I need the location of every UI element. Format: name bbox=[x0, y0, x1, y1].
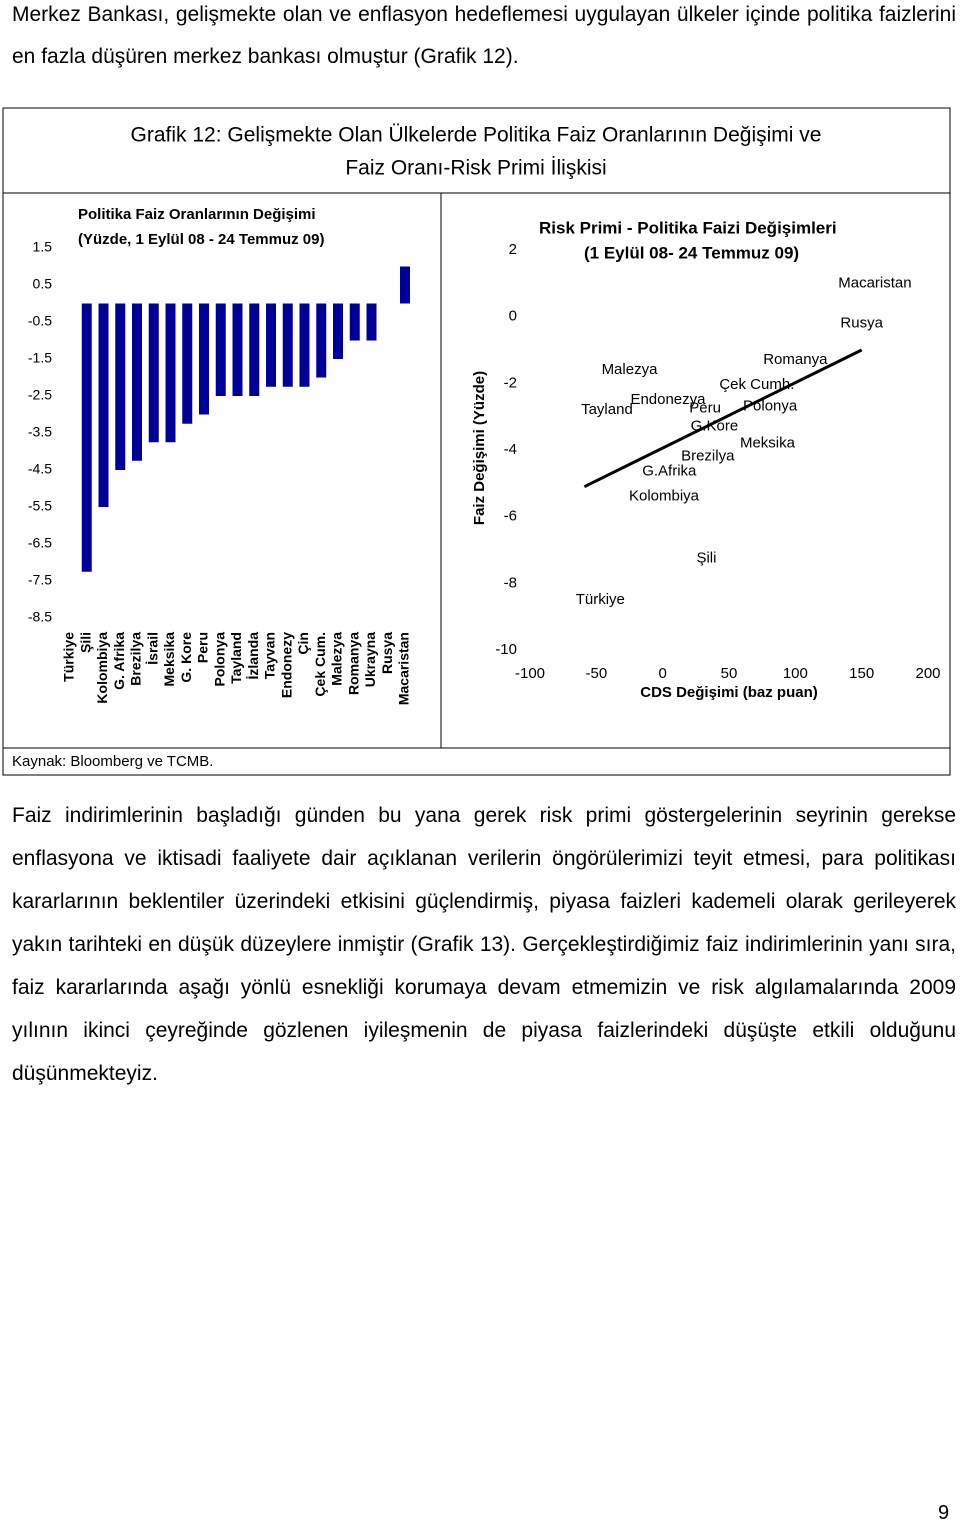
bar bbox=[349, 303, 360, 341]
y-tick-label: -1.5 bbox=[28, 350, 52, 366]
bar bbox=[215, 303, 226, 396]
y-tick-label: -6 bbox=[504, 508, 517, 525]
y-tick-label: -10 bbox=[495, 641, 517, 658]
x-tick-label: 100 bbox=[783, 665, 808, 682]
x-tick-label: Meksika bbox=[161, 632, 177, 687]
paragraph: Merkez Bankası, gelişmekte olan ve enfla… bbox=[12, 3, 956, 68]
x-tick-label: Malezya bbox=[329, 632, 345, 686]
page-number: 9 bbox=[938, 1502, 950, 1524]
x-tick-label: Endonezy bbox=[278, 632, 294, 698]
x-tick-label: İsrail bbox=[144, 632, 160, 665]
x-tick-label: Kolombiya bbox=[94, 632, 110, 704]
bar bbox=[299, 303, 310, 387]
x-tick-label: Romanya bbox=[345, 632, 361, 695]
x-tick-label: -50 bbox=[585, 665, 607, 682]
x-tick-label: Türkiye bbox=[61, 632, 77, 682]
chart-title: (1 Eylül 08- 24 Temmuz 09) bbox=[584, 243, 799, 262]
x-tick-label: G. Afrika bbox=[111, 632, 127, 690]
bar bbox=[333, 303, 343, 359]
point-label: Meksika bbox=[740, 434, 796, 451]
y-tick-label: 2 bbox=[509, 241, 517, 258]
bar bbox=[115, 303, 126, 470]
point-label: Şili bbox=[696, 549, 716, 566]
bar bbox=[81, 303, 92, 572]
y-tick-label: -8.5 bbox=[28, 609, 52, 625]
y-tick-label: -6.5 bbox=[28, 535, 52, 551]
y-tick-label: -8 bbox=[504, 574, 517, 591]
bar bbox=[266, 303, 276, 387]
point-label: Macaristan bbox=[838, 274, 911, 291]
y-tick-label: -4.5 bbox=[28, 461, 52, 477]
point-label: Tayland bbox=[581, 401, 633, 418]
point-label: Peru bbox=[689, 399, 721, 416]
x-tick-label: G. Kore bbox=[178, 632, 194, 683]
bar bbox=[232, 303, 243, 396]
x-axis-label: CDS Değişimi (baz puan) bbox=[640, 684, 818, 701]
x-tick-label: -100 bbox=[515, 665, 545, 682]
y-tick-label: 0.5 bbox=[33, 276, 53, 292]
trend-line bbox=[583, 348, 863, 489]
point-label: Türkiye bbox=[576, 591, 625, 608]
x-tick-label: Peru bbox=[195, 632, 211, 663]
bar bbox=[316, 303, 327, 378]
x-tick-label: Çin bbox=[295, 632, 311, 655]
x-tick-label: 50 bbox=[721, 665, 738, 682]
bar bbox=[199, 303, 209, 415]
chart-title: Politika Faiz Oranlarının Değişimi bbox=[78, 206, 316, 223]
y-tick-label: -0.5 bbox=[28, 313, 52, 329]
chart-title: (Yüzde, 1 Eylül 08 - 24 Temmuz 09) bbox=[78, 231, 324, 248]
bar bbox=[132, 303, 142, 461]
point-label: Kolombiya bbox=[629, 488, 700, 505]
figure-title: Grafik 12: Gelişmekte Olan Ülkelerde Pol… bbox=[131, 124, 822, 147]
paragraph: Faiz indirimlerinin başladığı günden bu … bbox=[12, 804, 956, 1085]
chart-title: Risk Primi - Politika Faizi Değişimleri bbox=[539, 218, 837, 237]
x-tick-label: 0 bbox=[658, 665, 666, 682]
y-tick-label: -7.5 bbox=[28, 572, 52, 588]
bar bbox=[282, 303, 293, 387]
figure-source: Kaynak: Bloomberg ve TCMB. bbox=[12, 753, 213, 770]
x-tick-label: İzlanda bbox=[245, 632, 261, 680]
bar bbox=[165, 303, 176, 443]
bar bbox=[182, 303, 193, 424]
point-label: Brezilya bbox=[681, 448, 735, 465]
y-tick-label: -5.5 bbox=[28, 498, 52, 514]
y-tick-label: -4 bbox=[504, 441, 517, 458]
y-tick-label: -3.5 bbox=[28, 424, 52, 440]
x-tick-label: Rusya bbox=[379, 632, 395, 674]
point-label: Malezya bbox=[602, 361, 659, 378]
bar bbox=[366, 303, 377, 341]
point-label: G.Afrika bbox=[642, 463, 697, 480]
x-tick-label: Şili bbox=[77, 632, 93, 653]
y-tick-label: 0 bbox=[509, 308, 517, 325]
x-tick-label: 200 bbox=[915, 665, 940, 682]
bar bbox=[148, 303, 159, 443]
bar bbox=[98, 303, 109, 507]
bar bbox=[400, 266, 410, 304]
point-label: Endonezya bbox=[630, 391, 706, 408]
figure-title: Faiz Oranı-Risk Primi İlişkisi bbox=[345, 157, 606, 180]
x-tick-label: Brezilya bbox=[128, 632, 144, 686]
x-tick-label: Tayland bbox=[228, 632, 244, 684]
y-tick-label: -2.5 bbox=[28, 387, 52, 403]
y-axis-label: Faiz Değişimi (Yüzde) bbox=[471, 371, 488, 525]
x-tick-label: Polonya bbox=[211, 632, 227, 687]
point-label: Rusya bbox=[840, 314, 883, 331]
y-tick-label: -2 bbox=[504, 374, 517, 391]
x-tick-label: Tayvan bbox=[262, 632, 278, 679]
bar bbox=[249, 303, 260, 396]
point-label: Çek Cumh. bbox=[719, 376, 794, 393]
figure-frame bbox=[2, 107, 951, 776]
point-label: Polonya bbox=[743, 398, 798, 415]
x-tick-label: Ukrayna bbox=[362, 632, 378, 687]
x-tick-label: 150 bbox=[849, 665, 874, 682]
point-label: Romanya bbox=[763, 351, 828, 368]
point-label: G.Kore bbox=[691, 418, 739, 435]
x-tick-label: Çek Cum. bbox=[312, 632, 328, 697]
y-tick-label: 1.5 bbox=[33, 239, 53, 255]
x-tick-label: Macaristan bbox=[396, 632, 412, 705]
